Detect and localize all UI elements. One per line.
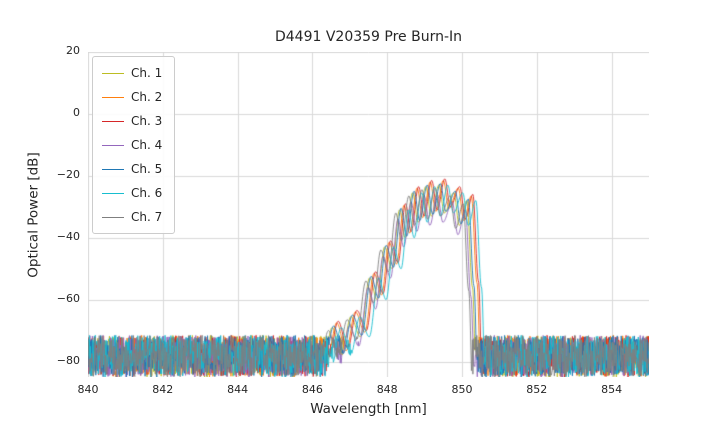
legend-entry: Ch. 5	[102, 157, 162, 181]
y-tick-label: 20	[66, 44, 80, 57]
x-axis-label: Wavelength [nm]	[310, 401, 427, 417]
legend-entry: Ch. 3	[102, 109, 162, 133]
y-tick-label: 0	[73, 105, 80, 119]
y-tick-label: −20	[56, 167, 80, 181]
x-tick-label: 846	[301, 383, 323, 396]
legend-entry: Ch. 1	[102, 61, 162, 85]
legend-label: Ch. 7	[131, 210, 163, 224]
legend-entry: Ch. 2	[102, 85, 162, 109]
legend-label: Ch. 5	[131, 162, 163, 176]
x-tick-label: 850	[451, 383, 473, 396]
legend-label: Ch. 2	[131, 90, 163, 104]
x-tick-label: 852	[526, 383, 548, 396]
legend-label: Ch. 1	[131, 66, 163, 80]
y-tick-label: −80	[56, 353, 80, 367]
legend: Ch. 1 Ch. 2 Ch. 3 Ch. 4 Ch. 5 Ch. 6 Ch. 7	[92, 56, 176, 234]
legend-entry: Ch. 6	[102, 181, 162, 205]
plot-area	[88, 52, 649, 377]
x-tick-label: 854	[601, 383, 623, 396]
legend-line-swatch	[102, 168, 124, 170]
legend-entry: Ch. 7	[102, 205, 162, 229]
x-tick-label: 842	[152, 383, 174, 396]
y-tick-label: −40	[56, 229, 80, 243]
legend-label: Ch. 6	[131, 186, 163, 200]
x-tick-label: 840	[77, 383, 99, 396]
legend-line-swatch	[102, 144, 124, 146]
legend-label: Ch. 3	[131, 114, 163, 128]
y-tick-label: −60	[56, 291, 80, 305]
legend-entry: Ch. 4	[102, 133, 162, 157]
y-axis-label: Optical Power [dB]	[25, 152, 42, 278]
legend-line-swatch	[102, 96, 124, 98]
legend-line-swatch	[102, 192, 124, 194]
x-tick-label: 844	[227, 383, 249, 396]
legend-line-swatch	[102, 216, 124, 218]
x-tick-label: 848	[376, 383, 398, 396]
chart-title: D4491 V20359 Pre Burn-In	[274, 29, 463, 45]
legend-line-swatch	[102, 120, 124, 122]
legend-label: Ch. 4	[131, 138, 163, 152]
legend-line-swatch	[102, 72, 124, 74]
